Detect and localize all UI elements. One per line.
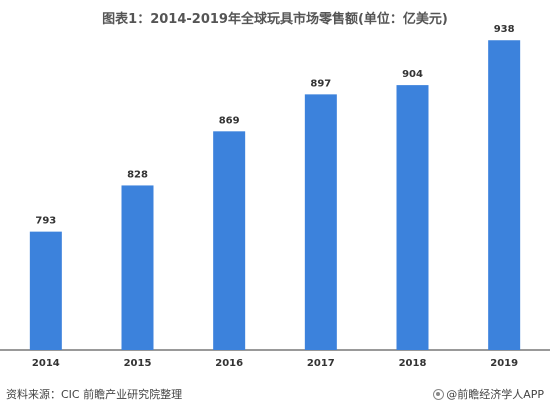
data-label-2017: 897: [310, 78, 331, 89]
bar-2016: [213, 131, 246, 350]
x-tick-2017: 2017: [307, 358, 335, 369]
watermark: @前瞻经济学人APP: [433, 386, 544, 402]
source-note: 资料来源：CIC 前瞻产业研究院整理: [6, 388, 183, 401]
bar-2015: [121, 185, 154, 350]
data-label-2014: 793: [35, 216, 56, 227]
bar-2014: [29, 231, 62, 350]
chart-title: 图表1：2014-2019年全球玩具市场零售额(单位：亿美元): [102, 12, 448, 27]
x-tick-2014: 2014: [32, 358, 60, 369]
watermark-text: @前瞻经济学人APP: [446, 388, 544, 401]
data-label-2018: 904: [402, 69, 423, 80]
data-label-2015: 828: [127, 169, 148, 180]
x-tick-2016: 2016: [215, 358, 243, 369]
x-tick-2019: 2019: [490, 358, 518, 369]
bar-2018: [396, 85, 429, 351]
data-label-2016: 869: [219, 115, 240, 126]
bar-2017: [304, 94, 337, 350]
bar-2019: [488, 40, 521, 351]
x-tick-2015: 2015: [124, 358, 152, 369]
x-tick-2018: 2018: [399, 358, 427, 369]
bar-chart: 793 2014 828 2015 869 2016 897 2017 904 2018 938 20…: [0, 24, 550, 369]
data-label-2019: 938: [494, 24, 515, 35]
logo-icon: [433, 389, 445, 400]
footer: 资料来源：CIC 前瞻产业研究院整理 @前瞻经济学人APP: [0, 384, 550, 404]
